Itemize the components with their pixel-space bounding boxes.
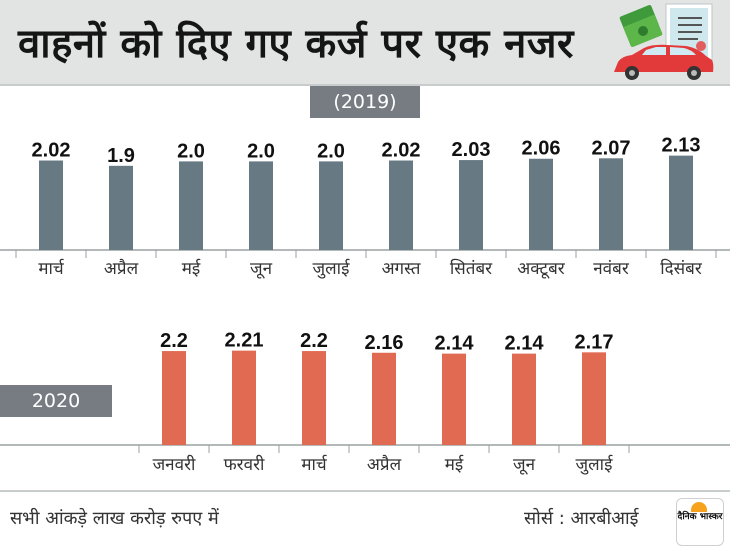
page-title: वाहनों को दिए गए कर्ज पर एक नजर [18, 21, 574, 67]
header-banner: वाहनों को दिए गए कर्ज पर एक नजर [0, 0, 730, 86]
data-label-2019-9: 2.07 [592, 137, 631, 159]
bar-2019-10 [669, 155, 693, 250]
data-label-2019-1: 2.02 [32, 140, 71, 162]
category-label-2019-10: दिसंबर [660, 258, 703, 279]
data-label-2020-3: 2.2 [300, 330, 328, 352]
bar-2019-4 [249, 161, 273, 250]
bar-2019-3 [179, 161, 203, 250]
data-label-2020-5: 2.14 [435, 333, 475, 355]
logo-sun-icon [691, 502, 707, 512]
logo: दैनिक भास्कर [676, 498, 724, 546]
data-label-2019-5: 2.0 [317, 140, 345, 162]
category-label-2020-3: मार्च [301, 454, 328, 475]
bar-2020-5 [442, 353, 466, 445]
bar-2019-9 [599, 158, 623, 250]
bar-2020-3 [302, 351, 326, 445]
bar-2019-8 [529, 158, 553, 250]
category-label-2020-1: जनवरी [153, 454, 196, 475]
bar-2019-2 [109, 165, 133, 250]
data-label-2019-6: 2.02 [382, 140, 421, 162]
data-label-2020-7: 2.17 [575, 331, 614, 353]
category-label-2019-9: नवंबर [593, 259, 630, 279]
data-label-2019-3: 2.0 [177, 140, 205, 162]
bar-2020-6 [512, 353, 536, 445]
data-label-2019-4: 2.0 [247, 140, 275, 162]
category-label-2019-8: अक्टूबर [517, 259, 566, 279]
bar-2020-2 [232, 350, 256, 445]
category-label-2020-4: अप्रैल [367, 454, 402, 475]
year-2020-tag: 2020 [0, 385, 112, 417]
bar-2019-6 [389, 160, 413, 250]
bar-2020-4 [372, 352, 396, 445]
category-label-2019-2: अप्रैल [104, 258, 139, 279]
data-label-2019-7: 2.03 [452, 139, 491, 161]
category-label-2020-5: मई [445, 454, 465, 475]
category-label-2020-7: जुलाई [576, 454, 614, 475]
year-2019-tag: (2019) [310, 86, 420, 118]
footer: सभी आंकड़े लाख करोड़ रुपए में सोर्स : आर… [0, 490, 730, 550]
bar-2019-5 [319, 161, 343, 250]
category-label-2019-7: सितंबर [450, 258, 493, 279]
bar-2019-7 [459, 160, 483, 250]
money-icon [619, 5, 663, 47]
header-illustration [614, 3, 714, 80]
bar-2020-7 [582, 352, 606, 445]
data-label-2019-8: 2.06 [522, 138, 561, 160]
bar-2020-1 [162, 351, 186, 445]
data-label-2020-4: 2.16 [365, 332, 404, 354]
category-label-2019-4: जून [250, 259, 273, 279]
source-text: सोर्स : आरबीआई [524, 508, 639, 529]
data-label-2019-2: 1.9 [107, 145, 135, 167]
logo-text: दैनिक भास्कर [677, 512, 723, 522]
category-label-2019-5: जुलाई [313, 258, 351, 279]
chart-panel-2019: 2.02 मार्च 1.9 अप्रैल 2.0 मई 2.0 जून 2.0 जुलाई 2.0… [0, 135, 730, 279]
category-label-2019-1: मार्च [38, 258, 65, 279]
bar-2019-1 [39, 160, 63, 250]
category-label-2020-2: फरवरी [224, 454, 265, 475]
chart-panel-2020: 2.2 जनवरी 2.21 फरवरी 2.2 मार्च 2.16 अप्रैल 2.14 म… [0, 330, 730, 475]
category-label-2019-3: मई [182, 258, 202, 279]
data-label-2020-2: 2.21 [225, 330, 264, 352]
unit-note: सभी आंकड़े लाख करोड़ रुपए में [10, 508, 219, 529]
bar-chart-area: 2.02 मार्च 1.9 अप्रैल 2.0 मई 2.0 जून 2.0 जुलाई 2.0… [0, 135, 730, 475]
data-label-2019-10: 2.13 [662, 135, 701, 157]
category-label-2019-6: अगस्त [382, 259, 421, 279]
car-icon [614, 44, 714, 80]
category-label-2020-6: जून [513, 455, 536, 475]
data-label-2020-6: 2.14 [505, 333, 545, 355]
data-label-2020-1: 2.2 [160, 330, 188, 352]
